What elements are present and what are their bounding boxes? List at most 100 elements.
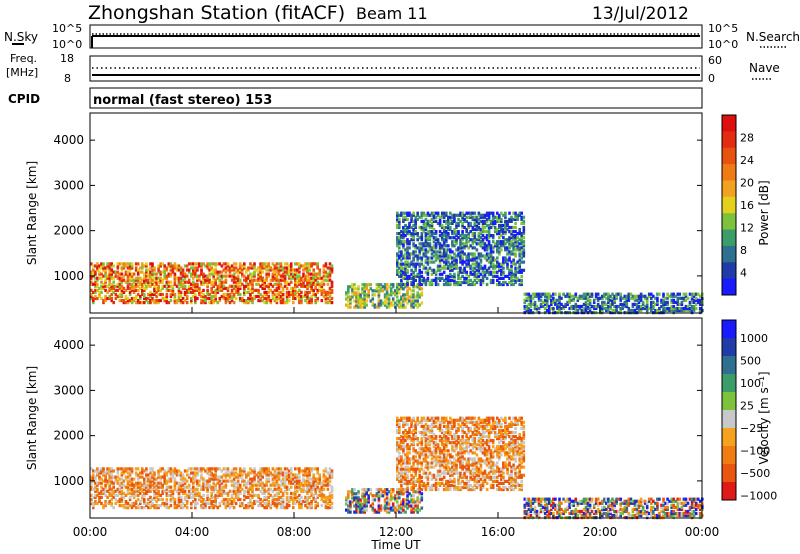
power-cell [269,268,273,272]
power-cell [414,221,417,225]
velocity-cell [179,499,183,504]
power-cell [406,282,409,287]
power-cell [493,270,497,274]
velocity-cell [161,485,164,489]
power-cell [279,262,283,266]
power-cell [489,250,493,254]
power-cell [255,294,258,299]
power-cell [493,219,497,223]
power-cell [96,276,99,280]
power-cell [204,296,207,301]
power-cell [400,230,403,234]
power-cell [643,306,647,311]
power-cell [108,262,111,266]
power-cell [508,272,511,276]
power-cell [267,290,271,294]
power-cell [308,301,311,305]
power-cell [520,252,523,256]
velocity-cell [106,489,109,493]
power-cell [686,296,690,300]
velocity-cell [406,506,409,510]
power-cell [128,286,132,290]
velocity-cell [418,498,421,502]
power-cell [523,304,527,309]
velocity-cell [130,506,134,510]
velocity-cell [324,475,328,479]
power-cell [518,266,521,270]
power-colorbar-swatch [722,147,736,165]
power-cell [261,264,264,268]
power-cell [306,292,309,297]
power-cell [522,221,526,225]
velocity-cell [312,477,315,481]
velocity-cell [345,502,348,506]
power-cell [130,296,134,301]
power-cell [432,227,436,232]
velocity-cell [145,504,148,508]
velocity-cell [187,493,191,497]
power-cell [145,299,148,303]
velocity-cell [326,501,330,506]
power-cell [396,215,399,219]
velocity-cell [190,491,193,495]
power-cell [238,266,242,270]
power-cell [438,246,442,250]
power-cell [400,254,403,258]
power-cell [114,274,118,278]
velocity-cell [179,471,183,475]
power-cell [562,292,565,296]
power-cell [424,227,428,232]
velocity-cell [92,506,95,510]
power-cell [328,262,332,266]
power-cell [500,227,503,232]
velocity-cell [183,485,187,489]
power-cell [514,248,517,252]
power-cell [627,308,631,313]
velocity-cell [355,492,358,496]
power-cell [402,299,405,303]
power-cell [400,305,403,309]
power-cell [570,294,573,298]
power-cell [106,290,109,294]
power-cell [136,278,140,282]
velocity-cell [224,479,228,483]
power-cell [621,296,624,300]
power-cell [574,308,578,313]
velocity-cell [289,477,293,481]
power-cell [552,292,555,296]
power-cell [424,254,428,258]
velocity-cell [410,500,413,504]
power-cell [292,292,295,297]
power-cell [116,288,120,292]
power-cell [253,278,256,282]
velocity-cell [202,504,205,508]
power-cell [92,272,95,276]
velocity-cell [402,508,405,512]
velocity-cell [408,500,411,504]
power-cell [694,302,698,306]
power-cell [226,274,230,278]
velocity-cell [261,471,264,475]
power-cell [672,292,675,296]
power-cell [684,306,688,311]
power-cell [442,234,446,238]
velocity-cell [330,473,334,477]
velocity-cell [273,487,277,491]
power-cell [451,268,454,272]
power-cell [292,290,295,294]
velocity-cell [389,506,393,510]
velocity-cell [261,483,264,487]
power-cell [580,308,584,313]
power-cell [355,287,358,291]
velocity-cell [112,495,115,499]
power-cell [355,305,358,309]
power-cell [190,286,193,290]
velocity-cell [214,485,217,489]
power-cell [414,219,417,223]
velocity-cell [402,500,405,504]
velocity-cell [165,473,169,477]
power-cell [504,258,507,262]
velocity-cell [265,469,268,473]
power-cell [514,276,517,280]
power-cell [251,284,254,288]
